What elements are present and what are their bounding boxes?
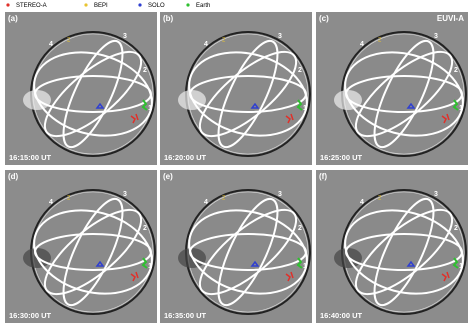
line-number: 4 bbox=[49, 199, 53, 206]
marker-stereo bbox=[130, 271, 139, 282]
marker-stereo bbox=[441, 113, 450, 124]
marker-stereo bbox=[285, 113, 294, 124]
legend-label: BEPI bbox=[94, 3, 108, 9]
panel: 2 (b) 16:20:00 UT 1 2 3 4 bbox=[160, 12, 312, 165]
line-number: 1 bbox=[459, 105, 463, 112]
legend-label: Earth bbox=[196, 3, 210, 9]
line-number: 2 bbox=[454, 67, 458, 74]
marker-stereo bbox=[130, 113, 139, 124]
field-line bbox=[354, 208, 454, 296]
marker-bepi: 2 bbox=[67, 196, 71, 202]
line-number: 3 bbox=[278, 191, 282, 198]
legend-marker bbox=[6, 3, 10, 7]
field-line bbox=[198, 208, 298, 296]
line-number: 3 bbox=[434, 191, 438, 198]
line-number: 1 bbox=[303, 105, 307, 112]
marker-bepi: 2 bbox=[222, 196, 226, 202]
marker-solo bbox=[250, 102, 260, 109]
marker-bepi: 2 bbox=[378, 38, 382, 44]
marker-solo bbox=[95, 102, 105, 109]
marker-earth bbox=[452, 257, 459, 269]
marker-stereo bbox=[441, 271, 450, 282]
field-line bbox=[43, 208, 143, 296]
panel-label: (b) bbox=[163, 14, 174, 23]
legend-marker bbox=[84, 3, 88, 7]
marker-earth bbox=[452, 99, 459, 111]
line-number: 1 bbox=[148, 105, 152, 112]
field-line bbox=[217, 197, 279, 307]
panel-label: (c) bbox=[319, 14, 329, 23]
field-line bbox=[373, 197, 435, 307]
legend-marker bbox=[138, 3, 142, 7]
marker-earth bbox=[141, 257, 148, 269]
timestamp: 16:40:00 UT bbox=[320, 311, 363, 320]
panel: 2 (d) 16:30:00 UT 1 2 3 4 bbox=[5, 170, 157, 323]
line-number: 2 bbox=[454, 225, 458, 232]
timestamp: 16:20:00 UT bbox=[164, 153, 207, 162]
panel: 2 (f) 16:40:00 UT 1 2 3 4 bbox=[316, 170, 468, 323]
legend-marker bbox=[186, 3, 190, 7]
line-number: 2 bbox=[143, 225, 147, 232]
line-number: 2 bbox=[298, 67, 302, 74]
line-number: 3 bbox=[278, 33, 282, 40]
line-number: 1 bbox=[303, 263, 307, 270]
line-number: 1 bbox=[459, 263, 463, 270]
marker-earth bbox=[296, 99, 303, 111]
panel: 2 (a) 16:15:00 UT 1 2 3 4 bbox=[5, 12, 157, 165]
field-line bbox=[373, 39, 435, 149]
instrument-label: EUVI-A bbox=[437, 14, 464, 23]
panel-label: (a) bbox=[8, 14, 18, 23]
line-number: 3 bbox=[434, 33, 438, 40]
marker-bepi: 2 bbox=[378, 196, 382, 202]
marker-solo bbox=[406, 260, 416, 267]
timestamp: 16:15:00 UT bbox=[9, 153, 52, 162]
panel-label: (f) bbox=[319, 172, 327, 181]
field-line bbox=[344, 51, 464, 137]
timestamp: 16:35:00 UT bbox=[164, 311, 207, 320]
field-line bbox=[188, 51, 308, 137]
field-line bbox=[62, 197, 124, 307]
legend-label: STEREO-A bbox=[16, 3, 47, 9]
line-number: 2 bbox=[143, 67, 147, 74]
marker-earth bbox=[296, 257, 303, 269]
timestamp: 16:25:00 UT bbox=[320, 153, 363, 162]
line-number: 2 bbox=[298, 225, 302, 232]
marker-solo bbox=[95, 260, 105, 267]
panel: 2 (e) 16:35:00 UT 1 2 3 4 bbox=[160, 170, 312, 323]
panel-label: (e) bbox=[163, 172, 173, 181]
marker-earth bbox=[141, 99, 148, 111]
field-line bbox=[33, 209, 153, 295]
line-number: 4 bbox=[49, 41, 53, 48]
line-number: 3 bbox=[123, 191, 127, 198]
line-number: 3 bbox=[123, 33, 127, 40]
field-line bbox=[43, 50, 143, 138]
line-number: 4 bbox=[204, 41, 208, 48]
marker-solo bbox=[406, 102, 416, 109]
marker-stereo bbox=[285, 271, 294, 282]
line-number: 4 bbox=[360, 199, 364, 206]
timestamp: 16:30:00 UT bbox=[9, 311, 52, 320]
legend-label: SOLO bbox=[148, 3, 165, 9]
line-number: 4 bbox=[204, 199, 208, 206]
marker-solo bbox=[250, 260, 260, 267]
field-line bbox=[188, 209, 308, 295]
field-line bbox=[62, 39, 124, 149]
line-number: 4 bbox=[360, 41, 364, 48]
field-line bbox=[33, 51, 153, 137]
field-line bbox=[217, 39, 279, 149]
field-line bbox=[344, 209, 464, 295]
field-line bbox=[198, 50, 298, 138]
panel-label: (d) bbox=[8, 172, 19, 181]
marker-bepi: 2 bbox=[67, 38, 71, 44]
panel: 2 (c) 16:25:00 UT 1 2 3 4 EUVI-A bbox=[316, 12, 468, 165]
line-number: 1 bbox=[148, 263, 152, 270]
field-line bbox=[354, 50, 454, 138]
marker-bepi: 2 bbox=[222, 38, 226, 44]
